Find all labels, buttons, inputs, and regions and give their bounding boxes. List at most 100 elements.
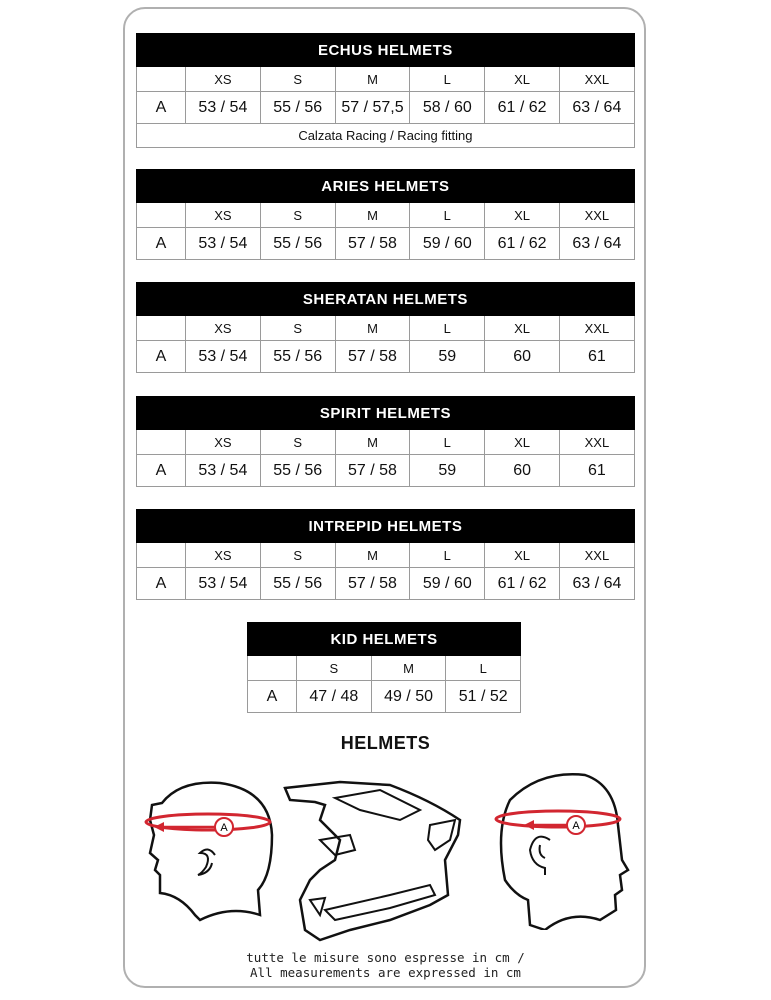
- size-value: 53 / 54: [185, 340, 261, 373]
- table-title: ARIES HELMETS: [136, 169, 635, 203]
- size-value: 60: [484, 340, 560, 373]
- note-english: All measurements are expressed in cm: [250, 965, 521, 980]
- size-header: S: [259, 429, 336, 455]
- size-value: 63 / 64: [558, 91, 635, 124]
- size-value: 61 / 62: [484, 567, 560, 600]
- size-header: M: [334, 429, 411, 455]
- size-header: XL: [484, 542, 560, 568]
- size-table-echus: ECHUS HELMETS XS S M L XL XXL A 53 / 54 55 / 56 57…: [136, 33, 635, 148]
- size-value: 57 / 58: [334, 227, 411, 260]
- size-header: M: [370, 655, 447, 681]
- size-table-sheratan: SHERATAN HELMETS XS S M L XL XXL A 53 / 54 55 / 5…: [136, 282, 635, 373]
- size-header: S: [259, 542, 336, 568]
- size-chart-card: [123, 7, 646, 988]
- measure-marker-left: A: [220, 822, 228, 834]
- size-header: XS: [185, 315, 261, 341]
- empty-header-cell: [136, 202, 186, 228]
- size-header: XS: [185, 542, 261, 568]
- table-title: SPIRIT HELMETS: [136, 396, 635, 430]
- size-header: S: [296, 655, 372, 681]
- helmets-title: HELMETS: [340, 733, 431, 753]
- size-value: 55 / 56: [259, 454, 336, 487]
- size-value: 53 / 54: [185, 227, 261, 260]
- size-value: 47 / 48: [296, 680, 372, 713]
- table-title: INTREPID HELMETS: [136, 509, 635, 543]
- size-value: 57 / 58: [334, 340, 411, 373]
- size-value: 49 / 50: [370, 680, 447, 713]
- size-table-intrepid: INTREPID HELMETS XS S M L XL XXL A 53 / 54 55 / 5…: [136, 509, 635, 600]
- size-header: XXL: [558, 542, 635, 568]
- size-header: XL: [484, 315, 560, 341]
- size-header: L: [409, 542, 486, 568]
- size-header: L: [409, 315, 486, 341]
- size-header: L: [409, 429, 486, 455]
- size-value: 55 / 56: [259, 567, 336, 600]
- size-header: L: [445, 655, 522, 681]
- size-header: M: [334, 66, 411, 92]
- row-label: A: [136, 454, 186, 487]
- size-header: XL: [484, 429, 560, 455]
- row-label: A: [136, 227, 186, 260]
- row-label: A: [247, 680, 297, 713]
- head-left-illustration: A: [144, 781, 274, 922]
- empty-header-cell: [136, 429, 186, 455]
- table-title: SHERATAN HELMETS: [136, 282, 635, 316]
- size-table-kid: KID HELMETS S M L A 47 / 48 49 / 50 51 / 52: [246, 622, 522, 713]
- size-value: 55 / 56: [259, 340, 336, 373]
- size-value: 63 / 64: [558, 567, 635, 600]
- size-value: 58 / 60: [409, 91, 486, 124]
- size-value: 55 / 56: [259, 227, 336, 260]
- size-header: L: [409, 202, 486, 228]
- measure-marker-right: A: [572, 820, 580, 832]
- table-footer: Calzata Racing / Racing fitting: [136, 123, 635, 148]
- note-italian: tutte le misure sono espresse in cm /: [246, 950, 525, 965]
- size-value: 59: [409, 454, 486, 487]
- size-value: 53 / 54: [185, 454, 261, 487]
- size-header: XL: [484, 202, 560, 228]
- size-value: 51 / 52: [445, 680, 522, 713]
- size-header: S: [259, 66, 336, 92]
- size-table-spirit: SPIRIT HELMETS XS S M L XL XXL A 53 / 54 55 / 56 5…: [136, 396, 635, 487]
- head-right-illustration: A: [494, 773, 630, 930]
- size-value: 60: [484, 454, 560, 487]
- row-label: A: [136, 91, 186, 124]
- size-value: 63 / 64: [558, 227, 635, 260]
- size-header: XS: [185, 429, 261, 455]
- size-header: XXL: [558, 66, 635, 92]
- size-header: XXL: [558, 202, 635, 228]
- size-value: 61 / 62: [484, 227, 560, 260]
- size-value: 61 / 62: [484, 91, 560, 124]
- size-header: L: [409, 66, 486, 92]
- table-title: ECHUS HELMETS: [136, 33, 635, 67]
- size-value: 59 / 60: [409, 227, 486, 260]
- size-value: 55 / 56: [259, 91, 336, 124]
- size-value: 53 / 54: [185, 567, 261, 600]
- row-label: A: [136, 340, 186, 373]
- size-header: M: [334, 315, 411, 341]
- size-value: 53 / 54: [185, 91, 261, 124]
- size-header: XS: [185, 66, 261, 92]
- empty-header-cell: [247, 655, 297, 681]
- table-title: KID HELMETS: [246, 622, 522, 656]
- size-value: 57 / 57,5: [334, 91, 411, 124]
- size-header: S: [259, 202, 336, 228]
- size-header: XS: [185, 202, 261, 228]
- measurement-note: tutte le misure sono espresse in cm / Al…: [0, 950, 771, 980]
- empty-header-cell: [136, 542, 186, 568]
- size-value: 57 / 58: [334, 454, 411, 487]
- size-value: 57 / 58: [334, 567, 411, 600]
- size-header: M: [334, 202, 411, 228]
- empty-header-cell: [136, 66, 186, 92]
- size-header: XXL: [558, 429, 635, 455]
- size-value: 61: [558, 454, 635, 487]
- helmet-illustration: [283, 780, 462, 942]
- size-value: 59 / 60: [409, 567, 486, 600]
- size-header: XL: [484, 66, 560, 92]
- row-label: A: [136, 567, 186, 600]
- size-header: XXL: [558, 315, 635, 341]
- size-table-aries: ARIES HELMETS XS S M L XL XXL A 53 / 54 55 / 56 57…: [136, 169, 635, 260]
- size-value: 59: [409, 340, 486, 373]
- empty-header-cell: [136, 315, 186, 341]
- size-header: S: [259, 315, 336, 341]
- size-value: 61: [558, 340, 635, 373]
